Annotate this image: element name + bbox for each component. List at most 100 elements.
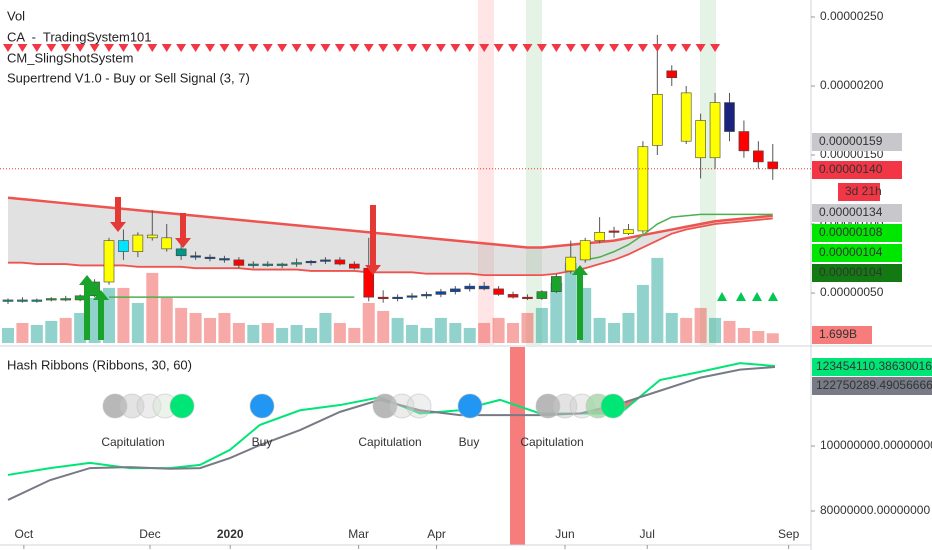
volume-bar [74, 312, 87, 343]
volume-bar [348, 327, 361, 343]
x-tick-label: 2020 [217, 527, 244, 541]
signal-circle [119, 393, 145, 419]
volume-bar [406, 324, 419, 343]
annotation: Buy [252, 435, 273, 449]
sell-signal [17, 44, 28, 52]
candle-body [536, 291, 548, 299]
volume-bar [593, 317, 606, 343]
price-label-box [812, 224, 902, 242]
volume-bar [694, 307, 707, 343]
buy-signal [768, 292, 778, 301]
volume-bar [550, 282, 563, 343]
sell-signal [565, 44, 576, 52]
sell-signal [363, 44, 374, 52]
signal-circle [249, 393, 275, 419]
sell-arrow [180, 213, 186, 238]
volume-bar [564, 262, 577, 343]
candle-body [377, 296, 389, 299]
buy-arrow [98, 300, 104, 340]
signal-circle [552, 393, 578, 419]
volume-bar [276, 327, 289, 343]
sell-arrow [175, 238, 191, 248]
sell-signal [681, 44, 692, 52]
sell-arrow [370, 205, 376, 265]
volume-label-box [812, 326, 872, 344]
countdown-box [838, 183, 880, 201]
candle-body [349, 263, 360, 269]
candle-body [724, 102, 735, 132]
candle-body [608, 230, 620, 233]
candle-body [738, 131, 750, 152]
y-tick-label: 0.00000050 [820, 285, 884, 299]
sell-signal [493, 44, 504, 52]
signal-band [478, 0, 494, 345]
candle-body [132, 234, 144, 252]
sell-signal [522, 44, 533, 52]
volume-bar [636, 284, 649, 343]
sell-signal [637, 44, 648, 52]
volume-bar [535, 307, 548, 343]
sell-signal [623, 44, 634, 52]
sell-signal [147, 44, 158, 52]
signal-band [700, 0, 716, 345]
price-label: 0.00000134 [819, 205, 883, 219]
candle-body [60, 298, 72, 301]
x-tick-label: Jul [640, 527, 655, 541]
legend-entry: Vol [7, 8, 25, 23]
sell-signal [118, 44, 129, 52]
value-label-box [812, 358, 932, 376]
volume-bar [665, 312, 678, 343]
x-tick-label: Dec [139, 527, 160, 541]
candle-body [450, 288, 461, 292]
candle-body [262, 263, 274, 266]
volume-bar [175, 307, 188, 343]
volume-bar [680, 317, 693, 343]
x-tick-label: Apr [427, 527, 446, 541]
volume-bar [16, 322, 29, 343]
candle-body [680, 92, 692, 142]
sell-signal [291, 44, 302, 52]
candle-body [507, 294, 519, 298]
sell-signal [205, 44, 216, 52]
volume-bar [59, 317, 72, 343]
candle-body [190, 255, 201, 258]
candle-body [565, 256, 577, 272]
sell-signal [3, 44, 13, 52]
candle-body [334, 259, 346, 265]
x-tick-label: Oct [15, 527, 34, 541]
candle-body [421, 294, 432, 297]
sell-signal [176, 44, 187, 52]
buy-arrow [79, 275, 95, 285]
buy-signal [717, 292, 727, 301]
sell-signal [450, 44, 461, 52]
price-label-box [812, 264, 902, 282]
labels: Vol CA - TradingSystem101 CM_SlingShotSy… [7, 8, 932, 549]
volume-bar [478, 322, 491, 343]
volume-bar [651, 257, 664, 343]
sell-signal [464, 44, 475, 52]
candle-body [161, 237, 173, 250]
sell-signal [695, 44, 706, 52]
legend-entry: CA - TradingSystem101 [7, 29, 152, 44]
candle-body [493, 288, 504, 295]
sell-signal [551, 44, 562, 52]
sell-signal [392, 44, 403, 52]
sell-signal [132, 44, 143, 52]
volume-bar [449, 322, 462, 343]
sell-signal [479, 44, 490, 52]
y-tick-label: 100000000.00000000 [820, 438, 932, 452]
candle-body [767, 161, 779, 170]
volume-bar [290, 324, 303, 343]
volume-bar [377, 310, 390, 343]
buy-arrow [577, 275, 583, 340]
volume-bar [146, 272, 159, 343]
signal-circle [372, 393, 398, 419]
candle-body [204, 256, 216, 259]
sell-signal [508, 44, 519, 52]
sell-signal [421, 44, 432, 52]
candle-body [464, 285, 476, 290]
sell-signal [60, 44, 71, 52]
candle-body [709, 102, 721, 159]
legend-entry: Supertrend V1.0 - Buy or Sell Signal (3,… [7, 70, 250, 85]
signal-circle [600, 393, 626, 419]
